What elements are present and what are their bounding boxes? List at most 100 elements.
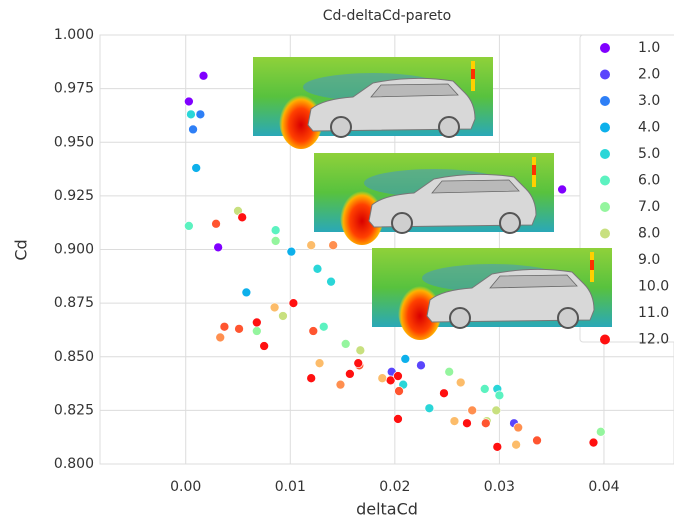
point [355,345,366,356]
y-tick-label: 1.000 [54,27,94,43]
point [340,339,351,349]
y-tick-label: 0.800 [54,456,94,472]
point [588,437,599,448]
point [306,373,317,384]
point [328,240,339,251]
point [312,263,323,274]
points [184,70,606,452]
y-tick-label: 0.850 [54,349,94,365]
x-tick-label: 0.04 [588,479,619,495]
point [215,332,226,343]
point [269,302,280,313]
legend-marker [600,149,610,159]
point [251,326,262,336]
point [444,366,455,377]
point [184,221,194,231]
point [377,373,388,384]
y-tick-label: 0.925 [54,188,94,204]
point [219,321,230,332]
point [480,418,491,429]
legend-marker [600,202,610,212]
point [439,388,449,399]
point [286,246,297,257]
point [288,298,299,308]
point [424,403,435,414]
point [251,317,262,328]
point [326,276,336,287]
point [385,375,396,386]
legend-label: 2.0 [638,67,660,83]
point [462,418,472,429]
point [491,405,502,416]
point [394,386,404,396]
legend-marker [600,69,610,80]
point [393,414,403,424]
point [557,184,567,195]
y-axis-label: Cd [12,239,31,260]
legend-label: 10.0 [638,279,669,295]
point [306,240,317,251]
legend-label: 1.0 [638,40,660,56]
point [353,358,364,369]
legend-label: 5.0 [638,146,660,162]
point [186,109,196,120]
point [416,360,426,371]
point [234,324,244,334]
point [237,212,248,223]
legend-label: 11.0 [638,305,669,321]
legend-label: 6.0 [638,173,660,189]
chart-title: Cd-deltaCd-pareto [323,8,451,24]
y-tick-label: 0.900 [54,242,94,258]
point [191,163,202,173]
x-tick-label: 0.01 [275,479,306,495]
point [449,416,460,426]
point [532,435,542,446]
point [211,218,221,229]
legend-marker [600,228,610,239]
legend-label: 4.0 [638,120,660,136]
point [595,426,606,437]
point [213,242,223,253]
legend-label: 8.0 [638,226,660,242]
point [308,326,319,336]
x-tick-label: 0.03 [484,479,515,495]
legend-marker [600,175,610,186]
point [188,124,198,135]
point [335,379,346,390]
cfd-image [371,247,613,341]
legend-label: 7.0 [638,199,660,215]
point [492,441,503,452]
cfd-image [252,56,494,150]
point [393,371,403,381]
point [318,321,329,332]
point [513,422,524,433]
point [278,311,288,321]
point [184,96,194,107]
legend-label: 12.0 [638,332,669,348]
plot-frame [99,34,674,465]
y-tick-label: 0.950 [54,134,94,150]
legend-marker [600,96,610,106]
point [314,358,325,369]
cfd-image [313,152,555,246]
x-tick-label: 0.00 [170,479,201,495]
point [400,354,411,364]
y-tick-label: 0.875 [54,295,94,311]
point [467,405,478,416]
point [345,369,355,379]
legend-label: 9.0 [638,252,660,268]
y-tick-label: 0.825 [54,402,94,418]
point [479,384,490,394]
legend-marker [600,122,610,133]
legend-label: 3.0 [638,93,660,109]
point [241,287,252,298]
legend-marker [600,334,610,345]
point [198,70,209,81]
point [270,225,281,236]
point [270,236,281,246]
y-tick-label: 0.975 [54,81,94,97]
point [259,341,269,351]
x-axis-label: deltaCd [356,500,418,519]
cfd-images [252,56,613,341]
